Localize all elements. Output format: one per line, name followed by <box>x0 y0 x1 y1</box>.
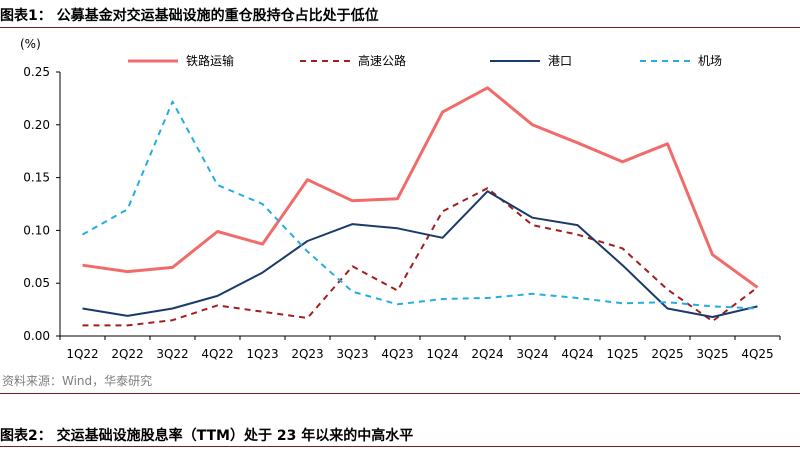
series-line-3 <box>82 190 758 318</box>
x-tick-label: 1Q23 <box>246 347 278 361</box>
next-title-divider <box>0 446 800 447</box>
next-chart-title: 图表2： 交运基础设施股息率（TTM）处于 23 年以来的中高水平 <box>0 428 414 444</box>
x-tick-label: 1Q22 <box>66 347 98 361</box>
x-tick-label: 3Q25 <box>696 347 728 361</box>
source-note: 资料来源：Wind，华泰研究 <box>2 374 153 388</box>
x-tick-label: 1Q25 <box>606 347 638 361</box>
legend-label-1: 铁路运输 <box>186 53 234 68</box>
x-tick-label: 2Q24 <box>471 347 503 361</box>
y-tick-label: 0.20 <box>23 118 50 132</box>
series-line-2 <box>82 187 759 327</box>
legend-label-4: 机场 <box>698 54 722 68</box>
x-tick-label: 4Q24 <box>561 347 593 361</box>
x-tick-label: 3Q23 <box>336 347 368 361</box>
x-tick-label: 2Q22 <box>111 347 143 361</box>
x-tick-label: 4Q23 <box>381 347 413 361</box>
y-tick-label: 0.00 <box>23 329 50 343</box>
x-tick-label: 3Q22 <box>156 347 188 361</box>
series-line-4 <box>82 100 758 310</box>
title-divider <box>0 27 800 28</box>
line-chart: (%) 0.00 0.05 0.10 0.15 0.20 0.25 1Q22 2Q22 3Q22 4… <box>20 37 781 361</box>
source-divider <box>0 393 800 394</box>
legend-label-2: 高速公路 <box>358 53 406 68</box>
x-tick-label: 2Q23 <box>291 347 323 361</box>
y-tick-label: 0.25 <box>23 65 50 79</box>
x-tick-label: 3Q24 <box>516 347 548 361</box>
x-tick-label: 4Q22 <box>201 347 233 361</box>
x-tick-label: 2Q25 <box>651 347 683 361</box>
x-tick-label: 1Q24 <box>426 347 458 361</box>
chart-title: 图表1： 公募基金对交运基础设施的重仓股持仓占比处于低位 <box>0 8 379 24</box>
chart-title-row: 图表1： 公募基金对交运基础设施的重仓股持仓占比处于低位 <box>0 0 800 30</box>
x-tick-label: 4Q25 <box>741 347 773 361</box>
series-line-1 <box>82 86 759 289</box>
y-tick-label: 0.15 <box>23 171 50 185</box>
next-chart-title-row: 图表2： 交运基础设施股息率（TTM）处于 23 年以来的中高水平 <box>0 420 800 457</box>
y-tick-label: 0.05 <box>23 276 50 290</box>
legend-label-3: 港口 <box>548 54 572 68</box>
y-tick-label: 0.10 <box>23 223 50 237</box>
y-axis-unit-label: (%) <box>20 37 41 51</box>
